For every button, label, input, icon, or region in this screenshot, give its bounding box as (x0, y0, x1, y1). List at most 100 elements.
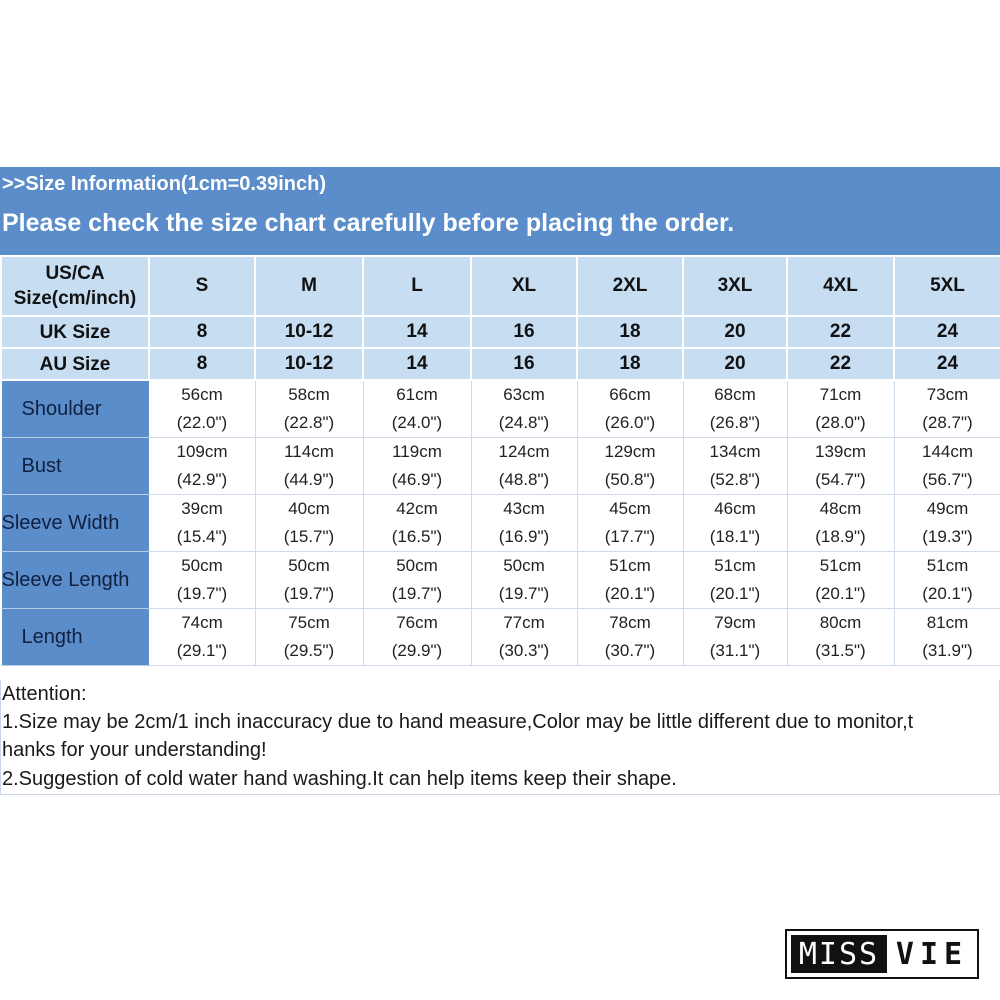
measurement-cm: 50cm (503, 556, 545, 575)
measurement-cell: 134cm (52.8") (682, 437, 788, 495)
measurement-cm: 50cm (288, 556, 330, 575)
measurement-inch: (30.7") (604, 641, 656, 660)
measurement-cm: 51cm (714, 556, 756, 575)
measurement-inch: (26.0") (604, 413, 656, 432)
measurement-cell: 109cm (42.9") (148, 437, 256, 495)
measurement-inch: (31.9") (922, 641, 973, 660)
measurement-cm: 50cm (181, 556, 223, 575)
size-system-label-line: Size(cm/inch) (13, 288, 137, 309)
measurement-cell: 68cm (26.8") (682, 379, 788, 438)
measurement-cell: 79cm (31.1") (682, 608, 788, 666)
measurement-row: Sleeve Width 39cm (15.4") 40cm (15.7") 42cm (1… (0, 494, 1000, 552)
measurement-cell: 42cm (16.5") (362, 494, 472, 552)
measurement-cm: 81cm (926, 613, 969, 632)
measurement-cm: 39cm (181, 499, 223, 518)
measurement-inch: (29.1") (176, 641, 228, 660)
measurement-cell: 119cm (46.9") (362, 437, 472, 495)
size-system-label-line: AU Size (39, 353, 111, 375)
logo-text-right: VIE (895, 936, 969, 972)
measurement-row: Bust 109cm (42.9") 114cm (44.9") 119cm (46.9")… (0, 437, 1000, 495)
measurement-cm: 49cm (926, 499, 969, 518)
measurement-label: Sleeve Length (0, 551, 150, 609)
size-value: 20 (682, 315, 788, 349)
logo-text-left: MISS (791, 935, 887, 973)
measurement-cell: 61cm (24.0") (362, 379, 472, 438)
measurement-cell: 76cm (29.9") (362, 608, 472, 666)
measurement-cell: 51cm (20.1") (682, 551, 788, 609)
measurement-inch: (28.0") (815, 413, 866, 432)
size-value: 22 (786, 315, 895, 349)
measurement-cell: 75cm (29.5") (254, 608, 364, 666)
measurement-cell: 129cm (50.8") (576, 437, 684, 495)
measurement-inch: (20.1") (604, 584, 656, 603)
size-value: 24 (893, 315, 1000, 349)
measurement-cell: 124cm (48.8") (470, 437, 578, 495)
measurement-cm: 58cm (288, 385, 330, 404)
measurement-cell: 50cm (19.7") (362, 551, 472, 609)
measurement-cm: 40cm (288, 499, 330, 518)
measurement-cell: 58cm (22.8") (254, 379, 364, 438)
measurement-cm: 61cm (396, 385, 438, 404)
size-value: 16 (470, 315, 578, 349)
measurement-cell: 73cm (28.7") (893, 379, 1000, 438)
measurement-cm: 45cm (609, 499, 651, 518)
measurement-inch: (19.7") (283, 584, 335, 603)
measurement-inch: (22.0") (176, 413, 228, 432)
size-header-row: US/CA Size(cm/inch) S M L XL 2XL 3XL 4XL 5XL (0, 255, 1000, 317)
measurement-cell: 80cm (31.5") (786, 608, 895, 666)
measurement-cm: 51cm (819, 556, 862, 575)
size-value: 10-12 (254, 315, 364, 349)
missvie-logo: MISS VIE (785, 929, 979, 979)
measurement-inch: (28.7") (922, 413, 973, 432)
measurement-cm: 75cm (288, 613, 330, 632)
notes-line-1: 1.Size may be 2cm/1 inch inaccuracy due … (2, 711, 914, 733)
size-value: 3XL (682, 255, 788, 317)
measurement-cm: 56cm (181, 385, 223, 404)
measurement-cm: 66cm (609, 385, 651, 404)
measurement-inch: (29.9") (391, 641, 443, 660)
measurement-label: Bust (0, 437, 150, 495)
measurement-cm: 119cm (392, 442, 442, 461)
size-value: 18 (576, 315, 684, 349)
notes-line-2: 2.Suggestion of cold water hand washing.… (2, 768, 677, 790)
measurement-inch: (17.7") (604, 527, 656, 546)
measurement-inch: (20.1") (922, 584, 973, 603)
measurement-label: Sleeve Width (0, 494, 150, 552)
measurement-cm: 43cm (503, 499, 545, 518)
size-value: 5XL (893, 255, 1000, 317)
size-system-label: US/CA Size(cm/inch) (0, 255, 150, 317)
measurement-cm: 109cm (176, 442, 228, 461)
measurement-cm: 129cm (604, 442, 656, 461)
measurement-cm: 124cm (498, 442, 550, 461)
measurement-cell: 114cm (44.9") (254, 437, 364, 495)
measurement-row: Sleeve Length 50cm (19.7") 50cm (19.7") 50cm (… (0, 551, 1000, 609)
notes-title: Attention: (2, 683, 87, 705)
measurement-cm: 48cm (819, 499, 862, 518)
measurement-inch: (16.5") (391, 527, 443, 546)
measurement-inch: (56.7") (922, 470, 973, 489)
measurement-inch: (42.9") (176, 470, 228, 489)
measurement-inch: (24.8") (498, 413, 550, 432)
size-value: 4XL (786, 255, 895, 317)
measurement-cm: 42cm (396, 499, 438, 518)
measurement-cell: 144cm (56.7") (893, 437, 1000, 495)
measurement-inch: (16.9") (498, 527, 550, 546)
size-value: 16 (470, 347, 578, 381)
measurement-cell: 48cm (18.9") (786, 494, 895, 552)
measurement-inch: (48.8") (498, 470, 550, 489)
size-value: L (362, 255, 472, 317)
measurement-cell: 49cm (19.3") (893, 494, 1000, 552)
measurement-cm: 114cm (284, 442, 334, 461)
measurement-inch: (24.0") (391, 413, 443, 432)
notes-line-1-continued: hanks for your understanding! (2, 739, 267, 761)
measurement-inch: (22.8") (283, 413, 335, 432)
measurement-inch: (20.1") (815, 584, 866, 603)
measurement-label: Shoulder (0, 379, 150, 438)
measurement-inch: (52.8") (709, 470, 761, 489)
measurement-inch: (46.9") (391, 470, 443, 489)
measurement-inch: (44.9") (283, 470, 335, 489)
measurement-inch: (31.5") (815, 641, 866, 660)
measurement-inch: (18.1") (709, 527, 761, 546)
measurement-cell: 39cm (15.4") (148, 494, 256, 552)
measurement-label-text: Shoulder (21, 398, 102, 420)
